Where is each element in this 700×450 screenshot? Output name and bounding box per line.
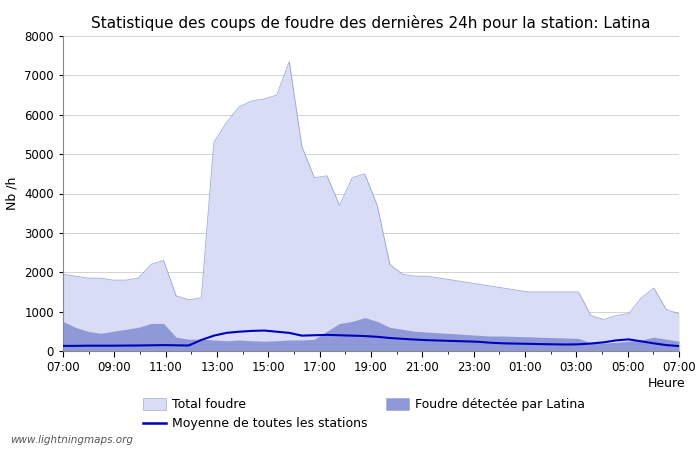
Y-axis label: Nb /h: Nb /h [6,177,19,210]
Title: Statistique des coups de foudre des dernières 24h pour la station: Latina: Statistique des coups de foudre des dern… [91,15,651,31]
X-axis label: Heure: Heure [648,377,685,390]
Legend: Total foudre, Moyenne de toutes les stations, Foudre détectée par Latina: Total foudre, Moyenne de toutes les stat… [144,398,585,431]
Text: www.lightningmaps.org: www.lightningmaps.org [10,435,134,445]
